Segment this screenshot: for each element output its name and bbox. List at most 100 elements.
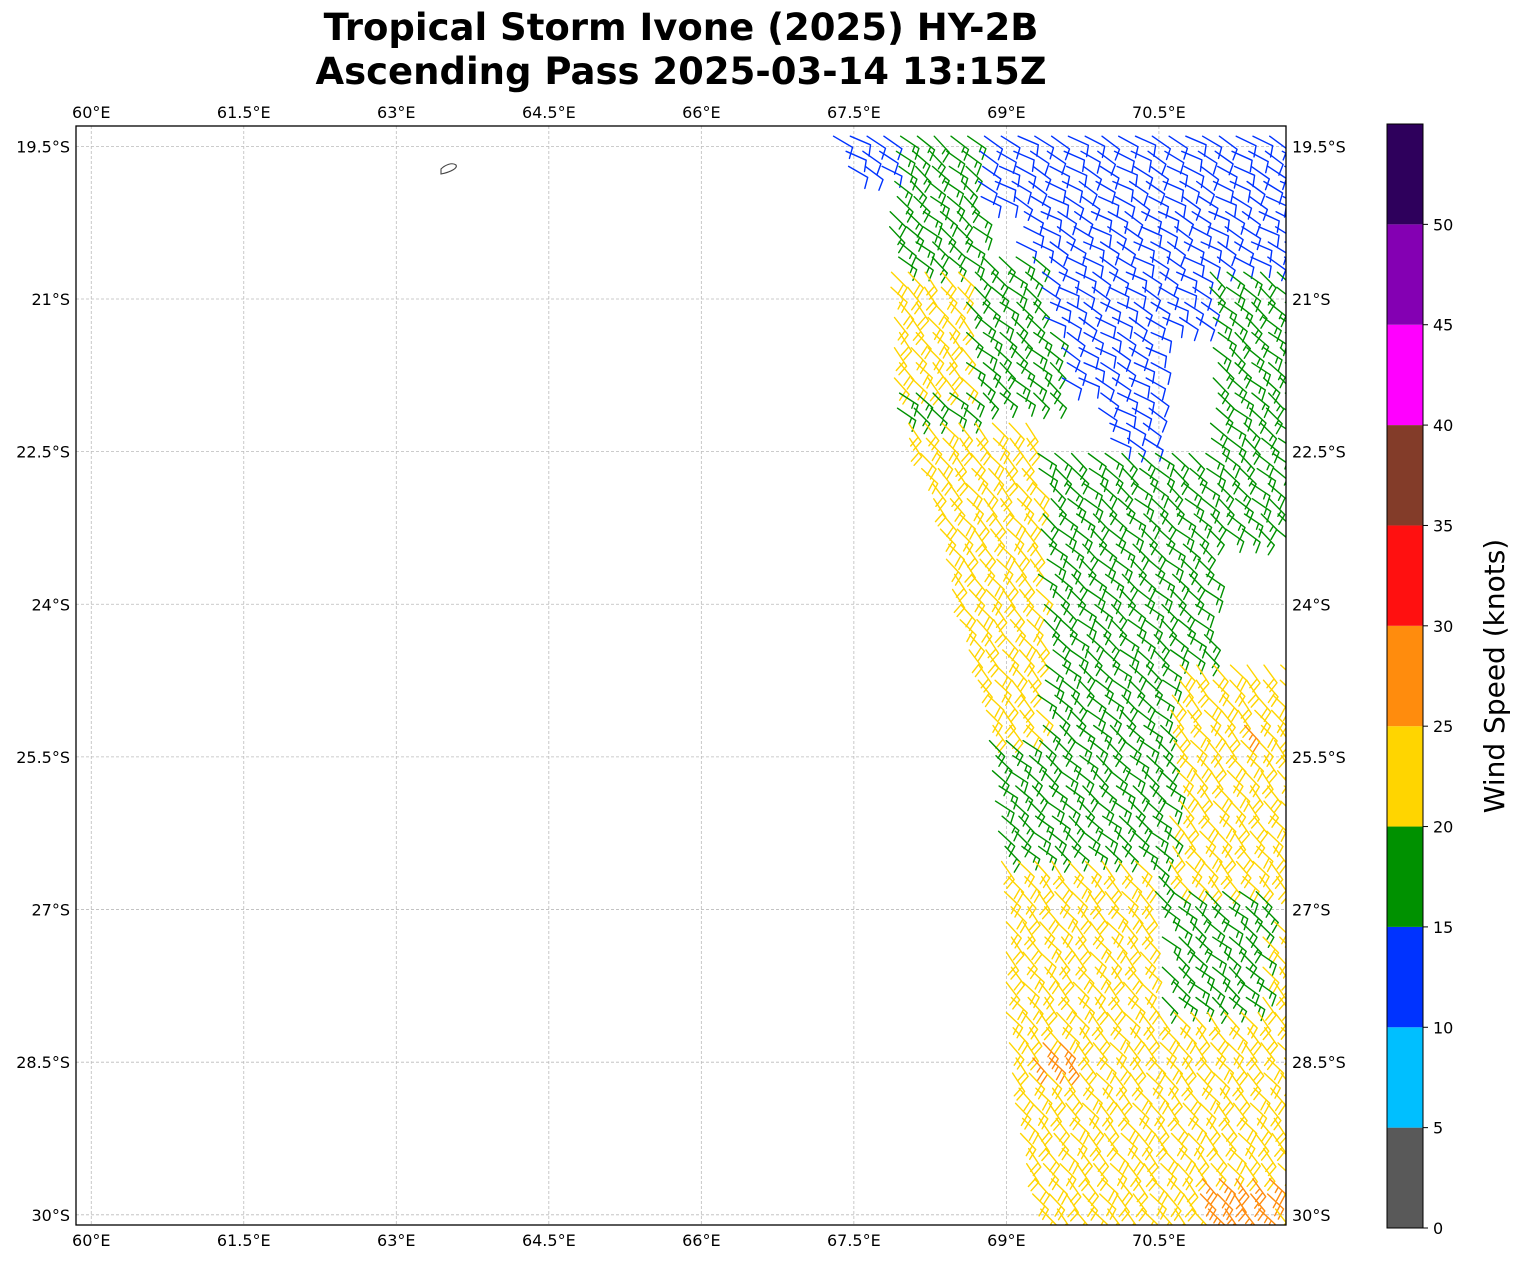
wind-barb (1089, 1011, 1104, 1041)
wind-barb (1020, 891, 1037, 919)
wind-barb (1159, 1042, 1177, 1069)
wind-barb (1225, 875, 1241, 904)
wind-barb (1028, 664, 1042, 693)
wind-barb (1100, 331, 1122, 354)
wind-barb (1106, 1011, 1122, 1040)
wind-barb (960, 347, 977, 375)
wind-barb (981, 256, 999, 284)
wind-barb (1011, 180, 1032, 205)
gridlines (76, 126, 1286, 1225)
wind-barb (1150, 331, 1173, 354)
wind-barb (1036, 1132, 1051, 1162)
wind-barb (1213, 1027, 1230, 1055)
wind-barb (939, 226, 957, 253)
wind-barb (1008, 271, 1028, 296)
wind-barb (1159, 770, 1178, 797)
lon-tick-label-bottom: 63°E (377, 1231, 415, 1250)
wind-barb (1257, 921, 1275, 948)
wind-barb (1112, 1072, 1128, 1101)
wind-barb (1274, 951, 1286, 979)
wind-barb (1227, 724, 1241, 754)
wind-barb (1190, 981, 1210, 1006)
colorbar-tick-label: 10 (1433, 1018, 1453, 1037)
wind-barb (1183, 256, 1205, 278)
wind-barb (1094, 966, 1112, 994)
wind-barb (1259, 286, 1276, 314)
wind-barb (1095, 377, 1115, 402)
wind-barb (1009, 724, 1024, 753)
wind-barb (1031, 785, 1049, 813)
wind-barb (1240, 1011, 1258, 1039)
wind-barb (1083, 301, 1103, 327)
wind-barb (1027, 996, 1044, 1025)
wind-barb (1150, 483, 1170, 509)
wind-barb (976, 603, 994, 631)
wind-barb (1044, 347, 1064, 373)
wind-barb (1136, 649, 1155, 676)
wind-barb (1185, 135, 1207, 157)
wind-barb (1238, 891, 1259, 916)
wind-barb (1190, 1011, 1207, 1040)
wind-barb (1088, 467, 1109, 493)
wind-barb (1086, 709, 1106, 735)
wind-barb (1133, 301, 1153, 327)
wind-barb (1203, 709, 1222, 737)
wind-barb (1233, 1193, 1247, 1222)
wind-barb (1049, 483, 1067, 510)
wind-barb (898, 331, 913, 361)
wind-barb (1081, 830, 1101, 856)
wind-barb (1199, 1057, 1216, 1085)
wind-barb (977, 316, 997, 343)
wind-barb (1115, 785, 1136, 810)
wind-barb (975, 422, 989, 451)
wind-barb (1151, 860, 1170, 888)
wind-barb (941, 422, 959, 450)
wind-barb (1254, 1132, 1270, 1161)
wind-barbs (832, 135, 1286, 1225)
wind-barb (1216, 256, 1236, 282)
wind-barb (1025, 724, 1044, 752)
lon-tick-label-bottom: 66°E (682, 1231, 720, 1250)
wind-barb (1008, 1042, 1025, 1070)
wind-barb (1073, 226, 1094, 250)
wind-barb (1027, 936, 1043, 965)
wind-barb (1009, 619, 1027, 647)
wind-barb (1117, 392, 1139, 415)
wind-barb (1080, 558, 1097, 586)
wind-barb (976, 437, 992, 466)
wind-barb (1056, 981, 1070, 1010)
wind-barb (1083, 483, 1103, 508)
wind-barb (1036, 634, 1050, 663)
wind-barb (932, 362, 947, 391)
wind-barb (1013, 150, 1035, 172)
wind-barb (1105, 467, 1124, 494)
wind-barb (1021, 845, 1041, 871)
wind-barb (1068, 1087, 1084, 1116)
wind-barb (1212, 347, 1232, 373)
wind-barb (1145, 1147, 1159, 1177)
wind-barb (1111, 906, 1129, 933)
colorbar: 0 5 10 15 20 25 30 35 40 45 50 (1386, 123, 1453, 1238)
wind-barb (1262, 316, 1282, 342)
wind-barb (1083, 331, 1104, 356)
wind-barb (1267, 483, 1286, 509)
wind-barb (915, 165, 932, 193)
wind-barb (1083, 241, 1105, 263)
lat-tick-label-right: 25.5°S (1292, 748, 1346, 767)
wind-barb (1182, 785, 1199, 813)
wind-barb (1028, 347, 1048, 372)
wind-barb (1094, 603, 1114, 630)
wind-barb (1161, 996, 1179, 1024)
lat-tick-label-left: 27°S (31, 901, 70, 920)
wind-barb (1043, 603, 1062, 631)
wind-barb (1108, 271, 1130, 296)
wind-barb (1133, 392, 1155, 415)
wind-barb (1278, 437, 1286, 445)
wind-barb (1028, 180, 1048, 206)
wind-barb (1229, 800, 1247, 828)
wind-barb (1154, 891, 1172, 918)
wind-barb (1103, 634, 1120, 662)
wind-barb (1212, 316, 1233, 342)
wind-barb (1089, 981, 1106, 1009)
wind-barb (1051, 860, 1065, 890)
